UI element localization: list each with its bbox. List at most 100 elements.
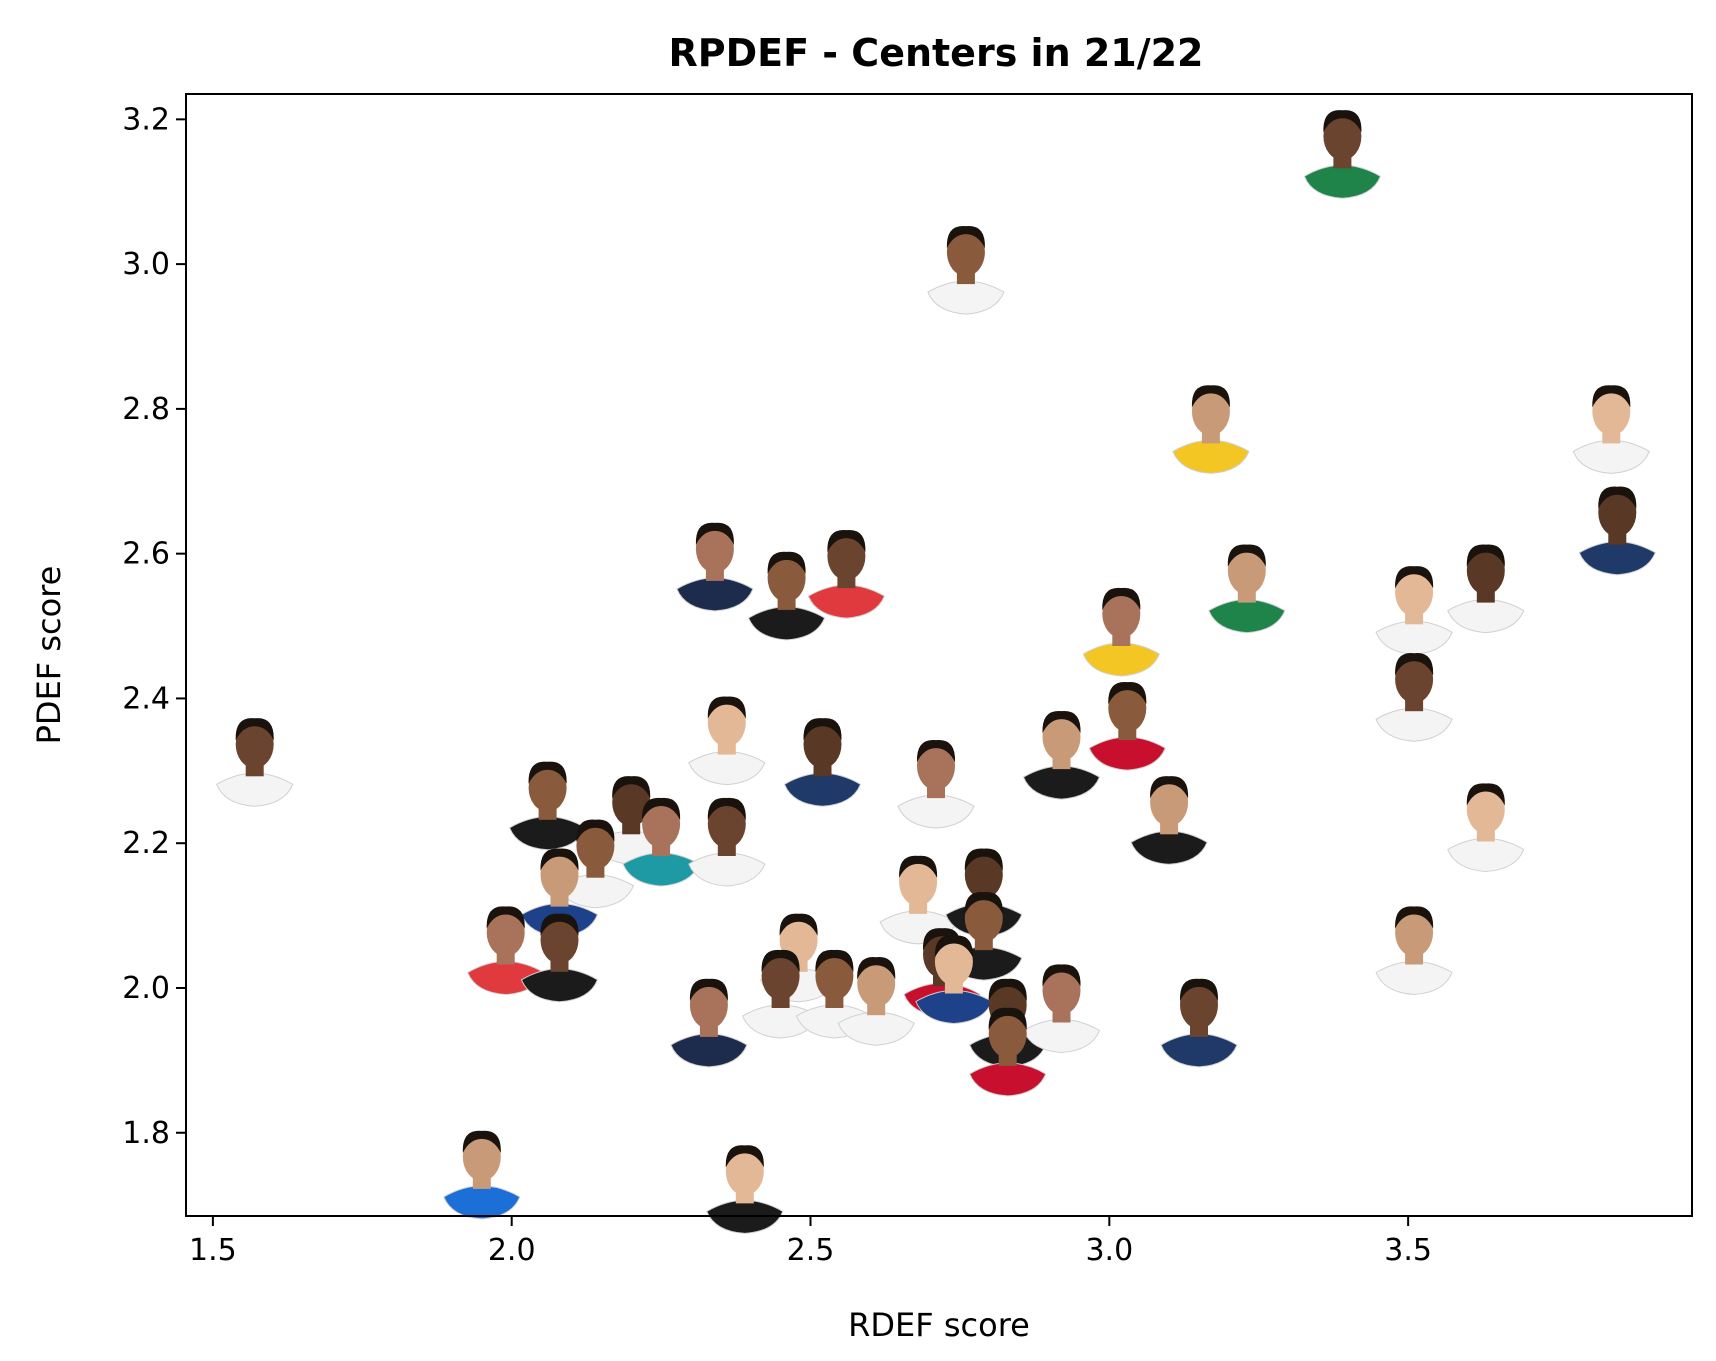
- player-headshot-marker: [1375, 906, 1453, 996]
- hair-shape: [540, 913, 579, 936]
- player-headshot-marker: [688, 696, 766, 786]
- face-shape: [803, 720, 842, 769]
- hair-shape: [857, 957, 896, 980]
- player-headshot-marker: [915, 935, 993, 1025]
- face-shape: [964, 894, 1003, 943]
- jersey-shape: [688, 751, 766, 786]
- hair-shape: [576, 819, 615, 842]
- player-headshot-marker: [216, 718, 294, 807]
- player-headshot-marker: [1208, 544, 1286, 634]
- jersey-shape: [747, 606, 826, 641]
- x-tick-label: 2.5: [787, 1233, 835, 1268]
- jersey-shape: [622, 852, 700, 887]
- face-shape: [1150, 778, 1189, 827]
- player-headshot-marker: [1375, 653, 1453, 742]
- jersey-shape: [837, 1011, 915, 1046]
- hair-shape: [612, 776, 651, 799]
- face-shape: [1102, 590, 1141, 638]
- jersey-shape: [520, 968, 599, 1003]
- jersey-shape: [1375, 961, 1453, 996]
- hair-shape: [946, 225, 985, 249]
- hair-shape: [761, 949, 800, 972]
- player-headshot-marker: [676, 522, 754, 612]
- player-headshot-marker: [1303, 110, 1382, 199]
- face-shape: [1598, 488, 1637, 537]
- jersey-shape: [1303, 164, 1382, 199]
- face-shape: [1042, 966, 1081, 1015]
- hair-shape: [964, 848, 1003, 871]
- hair-shape: [934, 935, 973, 958]
- face-shape: [1191, 387, 1230, 436]
- face-shape: [540, 915, 579, 964]
- player-headshot-marker: [706, 1145, 784, 1234]
- face-shape: [707, 800, 746, 848]
- face-shape: [1323, 112, 1362, 161]
- face-shape: [235, 720, 274, 769]
- hair-shape: [916, 739, 956, 763]
- player-headshot-marker: [837, 957, 915, 1046]
- hair-shape: [988, 978, 1027, 1001]
- data-points: [216, 110, 1656, 1234]
- jersey-shape: [1160, 1033, 1238, 1068]
- jersey-shape: [670, 1033, 748, 1068]
- hair-shape: [1150, 776, 1189, 799]
- hair-shape: [1102, 587, 1141, 610]
- hair-shape: [707, 696, 746, 719]
- player-headshot-marker: [622, 797, 700, 887]
- face-shape: [612, 778, 651, 827]
- hair-shape: [695, 522, 734, 545]
- player-headshot-marker: [1022, 964, 1101, 1054]
- x-tick-label: 1.5: [189, 1233, 237, 1268]
- face-shape: [1592, 387, 1631, 436]
- face-shape: [988, 1009, 1027, 1058]
- face-shape: [761, 952, 800, 1000]
- player-headshot-marker: [670, 978, 748, 1068]
- face-shape: [1395, 908, 1434, 957]
- y-tick-label: 3.0: [122, 247, 170, 282]
- player-headshot-marker: [443, 1130, 521, 1220]
- face-shape: [725, 1147, 764, 1196]
- face-shape: [1466, 785, 1505, 834]
- hair-shape: [486, 906, 525, 929]
- hair-shape: [779, 913, 818, 936]
- player-headshot-marker: [467, 906, 545, 996]
- jersey-shape: [216, 772, 294, 807]
- face-shape: [540, 850, 579, 899]
- face-shape: [1108, 684, 1147, 733]
- hair-shape: [1179, 978, 1219, 1001]
- jersey-shape: [508, 816, 587, 851]
- face-shape: [1466, 546, 1505, 595]
- player-headshot-marker: [1578, 486, 1656, 576]
- face-shape: [1180, 980, 1218, 1029]
- hair-shape: [767, 551, 806, 574]
- player-headshot-marker: [747, 551, 826, 641]
- hair-shape: [689, 978, 728, 1001]
- player-headshot-marker: [1447, 544, 1525, 634]
- face-shape: [1395, 568, 1434, 617]
- y-axis-ticks: 1.8 2.0 2.2 2.4 2.6 2.8 3.0 3.2: [122, 102, 186, 1151]
- hair-shape: [922, 928, 962, 951]
- hair-shape: [1395, 566, 1434, 589]
- jersey-shape: [676, 577, 754, 612]
- jersey-shape: [783, 772, 862, 807]
- hair-shape: [462, 1130, 501, 1153]
- face-shape: [917, 742, 955, 791]
- player-headshot-marker: [688, 797, 766, 887]
- face-shape: [815, 952, 854, 1000]
- player-headshot-marker: [783, 718, 862, 807]
- hair-shape: [235, 718, 274, 741]
- face-shape: [642, 800, 681, 848]
- x-tick-label: 3.0: [1085, 1233, 1133, 1268]
- hair-shape: [1466, 783, 1505, 806]
- player-headshot-marker: [741, 949, 820, 1039]
- jersey-shape: [1578, 541, 1656, 576]
- jersey-shape: [915, 990, 993, 1025]
- player-headshot-marker: [1088, 681, 1166, 771]
- y-tick-label: 2.4: [122, 681, 170, 716]
- jersey-shape: [443, 1185, 521, 1220]
- jersey-shape: [927, 280, 1005, 315]
- player-headshot-marker: [1082, 587, 1160, 677]
- face-shape: [899, 857, 938, 906]
- hair-shape: [1042, 964, 1081, 987]
